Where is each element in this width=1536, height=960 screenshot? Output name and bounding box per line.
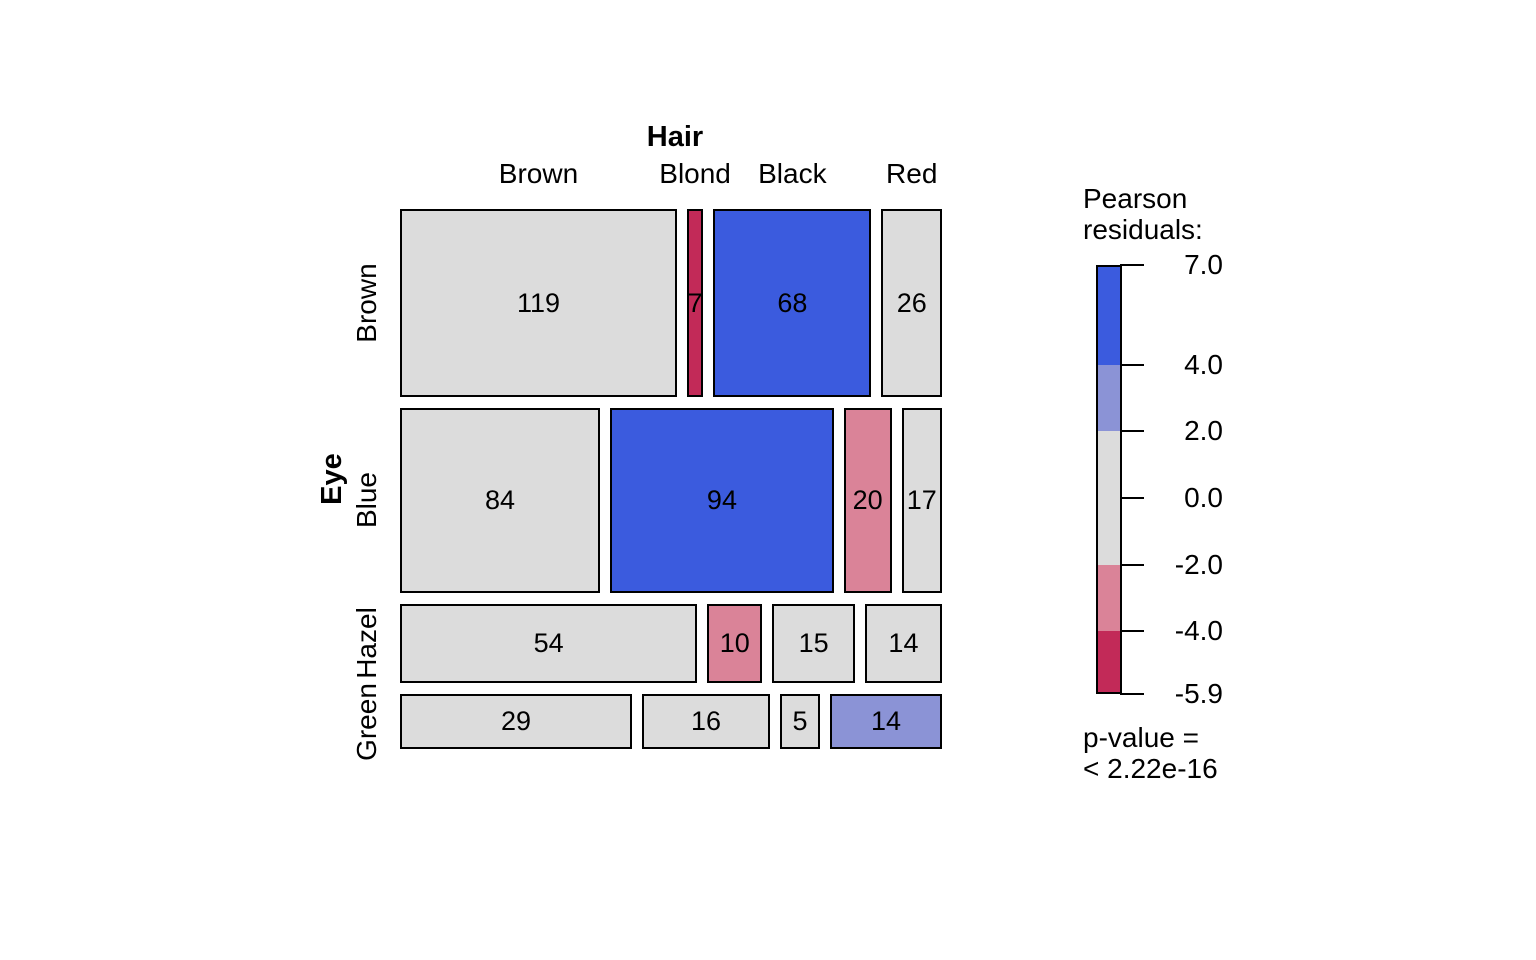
mosaic-cell-brown-blond: 7 xyxy=(686,209,704,398)
mosaic-cell-blue-blond: 94 xyxy=(610,408,834,593)
mosaic-cell-blue-black: 20 xyxy=(843,408,892,593)
legend-segment-pos-mid xyxy=(1096,364,1122,432)
cell-count: 14 xyxy=(870,706,902,737)
legend-tick xyxy=(1120,693,1144,696)
cell-count: 29 xyxy=(500,706,532,737)
cell-count: 20 xyxy=(852,484,883,515)
mosaic-cell-green-blond: 16 xyxy=(642,694,770,749)
legend-tick-label: -5.9 xyxy=(1174,678,1223,710)
mosaic-cell-green-black: 5 xyxy=(780,694,820,749)
p-value-line1: p-value = xyxy=(1083,722,1199,753)
mosaic-cell-hazel-black: 15 xyxy=(772,603,855,684)
mosaic-cell-brown-black: 68 xyxy=(713,209,872,398)
legend-tick-label: -2.0 xyxy=(1174,548,1223,580)
legend-tick xyxy=(1120,263,1144,266)
legend-segment-pos-high xyxy=(1096,264,1122,365)
cell-count: 10 xyxy=(719,627,750,658)
mosaic-cell-brown-brown: 119 xyxy=(400,209,677,398)
legend-tick-label: -4.0 xyxy=(1174,615,1223,647)
mosaic-cell-brown-red: 26 xyxy=(881,209,942,398)
mosaic-cell-green-red: 14 xyxy=(830,694,942,749)
legend-tick-label: 0.0 xyxy=(1184,482,1223,513)
legend-tick-label: 4.0 xyxy=(1184,348,1223,380)
legend-segment-neg-high xyxy=(1096,631,1122,695)
legend-tick-label: 7.0 xyxy=(1184,248,1223,280)
legend-tick xyxy=(1120,563,1144,566)
cell-count: 54 xyxy=(533,627,564,658)
cell-count: 7 xyxy=(687,287,703,318)
mosaic-cell-hazel-blond: 10 xyxy=(707,603,763,684)
legend-title: Pearson residuals: xyxy=(1083,183,1303,245)
cell-count: 68 xyxy=(777,287,808,318)
mosaic-cell-blue-red: 17 xyxy=(901,408,942,593)
legend-segment-neutral xyxy=(1096,431,1122,565)
y-axis-title: Eye xyxy=(316,453,348,505)
legend-segment-neg-mid xyxy=(1096,564,1122,632)
cell-count: 119 xyxy=(516,287,560,318)
cell-count: 84 xyxy=(484,484,516,515)
p-value-line2: < 2.22e-16 xyxy=(1083,753,1218,784)
cell-count: 17 xyxy=(906,484,937,515)
hair-category-label-black: Black xyxy=(758,158,827,189)
hair-category-label-brown: Brown xyxy=(498,158,579,189)
cell-count: 26 xyxy=(896,287,927,318)
p-value-label: p-value = < 2.22e-16 xyxy=(1083,722,1323,784)
mosaic-cell-hazel-brown: 54 xyxy=(400,603,698,684)
legend-tick xyxy=(1120,497,1144,499)
eye-category-label-green: Green xyxy=(351,682,382,761)
mosaic-cell-green-brown: 29 xyxy=(400,694,632,749)
legend-tick xyxy=(1120,363,1144,366)
cell-count: 94 xyxy=(706,484,737,515)
cell-count: 15 xyxy=(798,627,829,658)
eye-category-label-brown: Brown xyxy=(351,263,382,343)
x-axis-title: Hair xyxy=(646,121,704,153)
cell-count: 5 xyxy=(792,706,808,737)
hair-category-label-blond: Blond xyxy=(659,158,731,189)
mosaic-cell-hazel-red: 14 xyxy=(864,603,942,684)
legend-title-line2: residuals: xyxy=(1083,214,1203,245)
mosaic-cell-blue-brown: 84 xyxy=(400,408,601,593)
legend-tick-label: 2.0 xyxy=(1184,415,1223,447)
legend-colorbar-border xyxy=(1096,264,1122,695)
hair-category-label-red: Red xyxy=(886,158,938,189)
legend-title-line1: Pearson xyxy=(1083,183,1188,214)
legend-tick xyxy=(1120,630,1144,633)
legend-tick xyxy=(1120,430,1144,433)
cell-count: 14 xyxy=(888,627,919,658)
cell-count: 16 xyxy=(690,706,722,737)
